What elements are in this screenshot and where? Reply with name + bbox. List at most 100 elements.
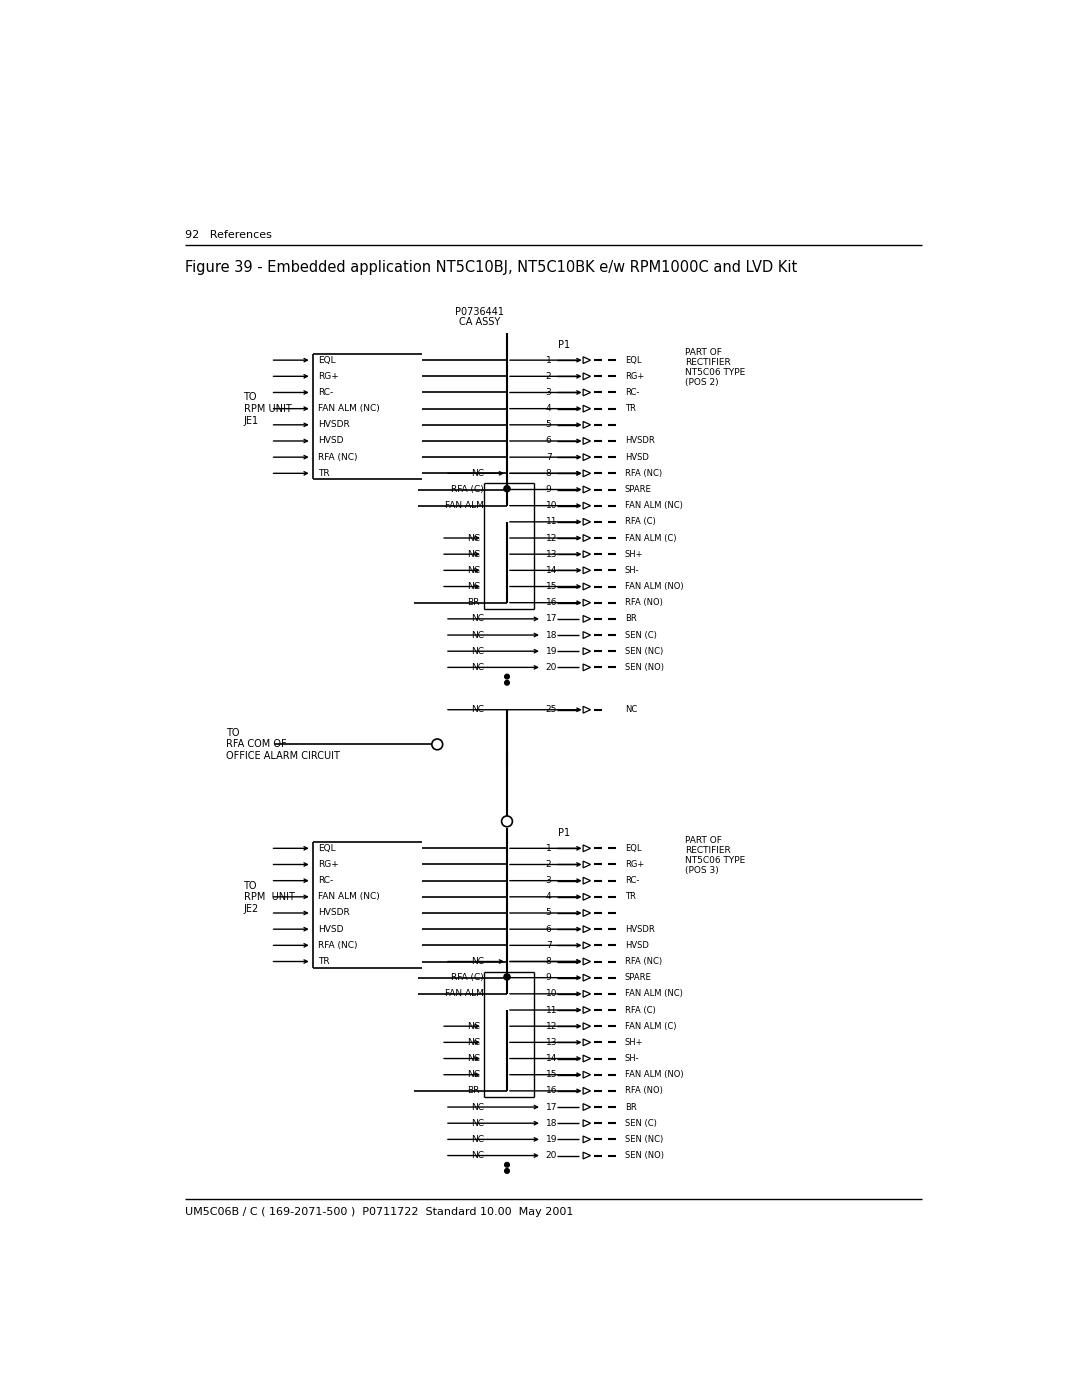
Text: HVSDR: HVSDR: [318, 908, 350, 918]
Text: 20: 20: [545, 662, 557, 672]
Text: FAN ALM (NO): FAN ALM (NO): [625, 1070, 684, 1080]
Text: NC: NC: [471, 957, 484, 965]
Text: RFA (C): RFA (C): [451, 974, 484, 982]
Text: FAN ALM: FAN ALM: [445, 502, 484, 510]
Text: RFA (NC): RFA (NC): [318, 453, 357, 461]
Text: EQL: EQL: [318, 356, 336, 365]
Text: RC-: RC-: [318, 388, 333, 397]
Text: 1: 1: [545, 356, 552, 365]
Text: SEN (C): SEN (C): [625, 1119, 657, 1127]
Text: SH-: SH-: [625, 1053, 639, 1063]
Text: NC: NC: [625, 705, 637, 714]
Text: RC-: RC-: [625, 876, 639, 886]
Text: 2: 2: [545, 372, 552, 381]
Text: 17: 17: [545, 615, 557, 623]
Text: NC: NC: [471, 1134, 484, 1144]
Text: HVSDR: HVSDR: [625, 925, 654, 933]
Text: NC: NC: [471, 705, 484, 714]
Text: 4: 4: [545, 404, 552, 414]
Text: NC: NC: [471, 615, 484, 623]
Text: BR: BR: [625, 615, 636, 623]
Text: SH+: SH+: [625, 549, 644, 559]
Text: HVSD: HVSD: [625, 453, 649, 461]
Text: 3: 3: [545, 876, 552, 886]
Text: RFA (NC): RFA (NC): [625, 957, 662, 965]
Text: NC: NC: [471, 469, 484, 478]
Text: 10: 10: [545, 502, 557, 510]
Text: FAN ALM (C): FAN ALM (C): [625, 534, 676, 542]
Text: 18: 18: [545, 630, 557, 640]
Text: RFA (NC): RFA (NC): [625, 469, 662, 478]
Text: NC: NC: [471, 1102, 484, 1112]
Text: RG+: RG+: [625, 861, 644, 869]
Text: SEN (NO): SEN (NO): [625, 1151, 664, 1160]
Circle shape: [504, 486, 510, 492]
Text: PART OF: PART OF: [685, 837, 723, 845]
Circle shape: [504, 680, 510, 685]
Text: NC: NC: [471, 662, 484, 672]
Text: FAN ALM (NO): FAN ALM (NO): [625, 583, 684, 591]
Text: 8: 8: [545, 469, 552, 478]
Text: RFA (C): RFA (C): [625, 517, 656, 527]
Text: 3: 3: [545, 388, 552, 397]
Text: RFA (NO): RFA (NO): [625, 598, 663, 608]
Text: NC: NC: [471, 630, 484, 640]
Text: NC: NC: [471, 647, 484, 655]
Text: SPARE: SPARE: [625, 974, 651, 982]
Text: 7: 7: [545, 940, 552, 950]
Text: BR: BR: [625, 1102, 636, 1112]
Text: NC: NC: [467, 1038, 480, 1046]
Text: NC: NC: [467, 1070, 480, 1080]
Text: 16: 16: [545, 1087, 557, 1095]
Text: FAN ALM (NC): FAN ALM (NC): [625, 989, 683, 999]
Text: 4: 4: [545, 893, 552, 901]
Text: 12: 12: [545, 1021, 557, 1031]
Text: SEN (NO): SEN (NO): [625, 662, 664, 672]
Text: NC: NC: [471, 1151, 484, 1160]
Text: P1: P1: [557, 828, 569, 838]
Text: RFA (NC): RFA (NC): [318, 940, 357, 950]
Text: HVSDR: HVSDR: [318, 420, 350, 429]
Text: P0736441: P0736441: [456, 306, 504, 317]
Text: 5: 5: [545, 908, 552, 918]
Text: HVSD: HVSD: [625, 940, 649, 950]
Text: SEN (NC): SEN (NC): [625, 647, 663, 655]
Text: PART OF: PART OF: [685, 348, 723, 358]
Text: BR: BR: [468, 598, 480, 608]
Text: NC: NC: [467, 1053, 480, 1063]
Text: 15: 15: [545, 583, 557, 591]
Text: 11: 11: [545, 517, 557, 527]
Text: 7: 7: [545, 453, 552, 461]
Text: RG+: RG+: [625, 372, 644, 381]
Text: RG+: RG+: [318, 372, 339, 381]
Text: SH-: SH-: [625, 566, 639, 574]
Text: RG+: RG+: [318, 861, 339, 869]
Text: 19: 19: [545, 1134, 557, 1144]
Text: FAN ALM (NC): FAN ALM (NC): [318, 404, 380, 414]
Text: SEN (C): SEN (C): [625, 630, 657, 640]
Text: 6: 6: [545, 925, 552, 933]
Text: RFA (C): RFA (C): [625, 1006, 656, 1014]
Circle shape: [504, 1169, 510, 1173]
Text: 10: 10: [545, 989, 557, 999]
Text: RECTIFIER: RECTIFIER: [685, 358, 731, 367]
Text: TO
RPM UNIT
JE1: TO RPM UNIT JE1: [243, 393, 292, 426]
Text: NC: NC: [467, 1021, 480, 1031]
Text: NC: NC: [467, 534, 480, 542]
Text: TO
RPM  UNIT
JE2: TO RPM UNIT JE2: [243, 880, 295, 914]
Text: NC: NC: [467, 566, 480, 574]
Text: HVSD: HVSD: [318, 925, 343, 933]
Text: SH+: SH+: [625, 1038, 644, 1046]
Text: HVSD: HVSD: [318, 436, 343, 446]
Text: 13: 13: [545, 549, 557, 559]
Text: 1: 1: [545, 844, 552, 852]
Text: RC-: RC-: [318, 876, 333, 886]
Text: 9: 9: [545, 974, 552, 982]
Text: 19: 19: [545, 647, 557, 655]
Text: 6: 6: [545, 436, 552, 446]
Text: EQL: EQL: [625, 356, 642, 365]
Text: NC: NC: [467, 549, 480, 559]
Text: TR: TR: [318, 957, 329, 965]
Text: (POS 3): (POS 3): [685, 866, 719, 875]
Text: FAN ALM: FAN ALM: [445, 989, 484, 999]
